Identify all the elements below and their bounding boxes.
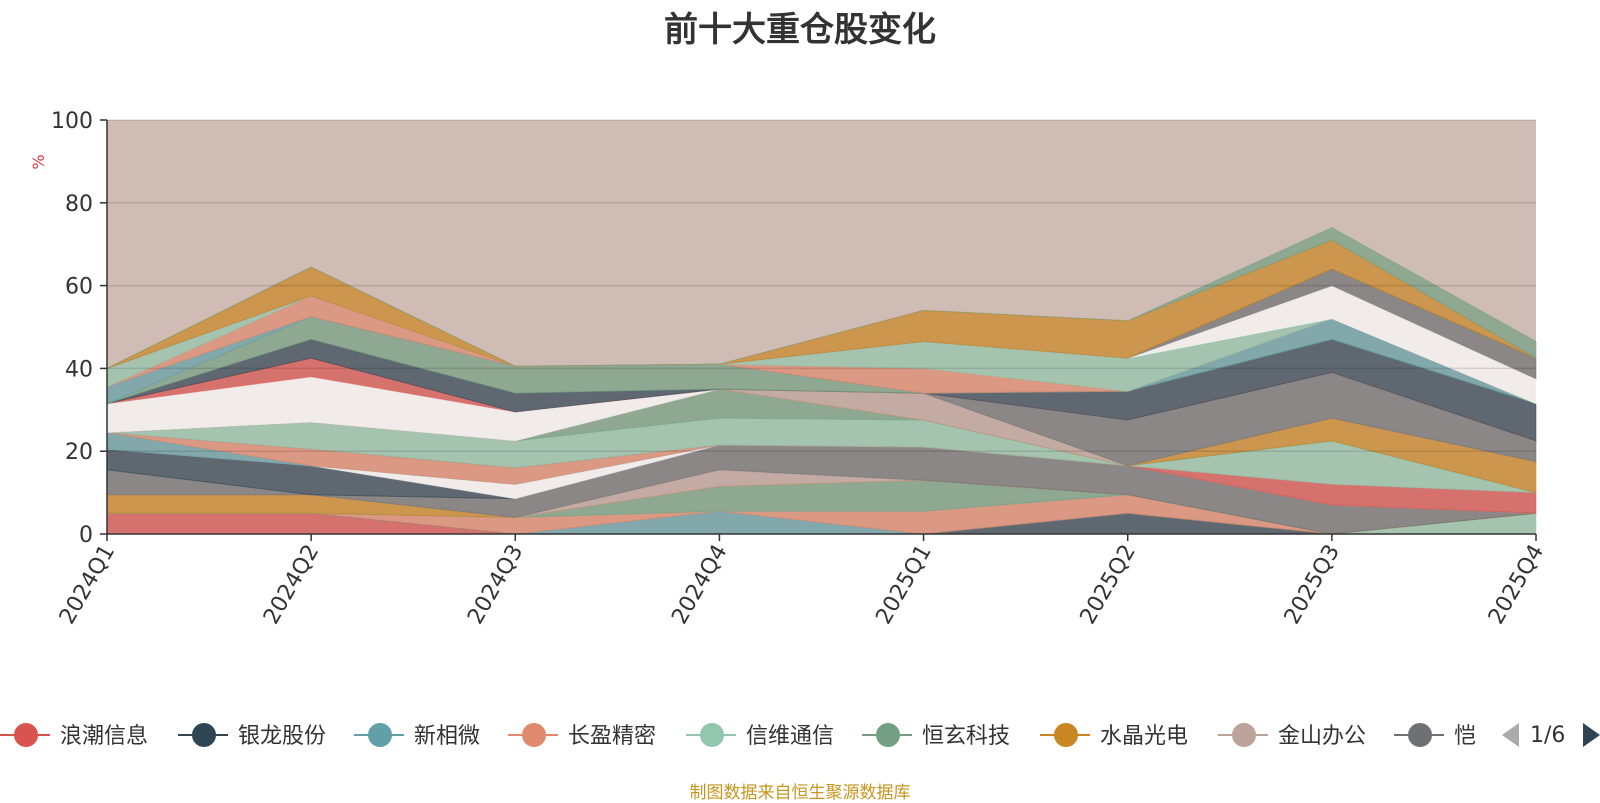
area-series-29 <box>106 227 1537 369</box>
x-tick-label-2: 2024Q3 <box>463 541 528 629</box>
legend-page-indicator: 1/6 <box>1530 723 1565 748</box>
legend-prev-page-icon[interactable] <box>1502 723 1519 747</box>
legend-item-6[interactable]: 水晶光电 <box>1040 723 1188 749</box>
legend-marker-3 <box>522 723 546 747</box>
legend-marker-4 <box>700 723 724 747</box>
y-tick-label-2: 40 <box>65 357 93 382</box>
legend-label-5: 恒玄科技 <box>922 724 1010 749</box>
x-tick-label-1: 2024Q2 <box>259 541 324 629</box>
x-tick-label-3: 2024Q4 <box>667 541 732 629</box>
legend-marker-0 <box>14 723 38 747</box>
legend-item-2[interactable]: 新相微 <box>354 723 480 749</box>
legend-marker-7 <box>1232 723 1256 747</box>
legend-item-7[interactable]: 金山办公 <box>1218 723 1366 749</box>
y-axis-ticks: 0 20 40 60 80 100 <box>51 109 107 548</box>
legend-label-0: 浪潮信息 <box>60 724 148 749</box>
legend-item-8[interactable]: 恺 <box>1394 723 1476 749</box>
legend-item-0[interactable]: 浪潮信息 <box>0 723 148 749</box>
legend-marker-5 <box>876 723 900 747</box>
x-tick-label-4: 2025Q1 <box>871 541 936 629</box>
x-tick-label-5: 2025Q2 <box>1076 541 1141 629</box>
legend-pager: 1/6 <box>1502 723 1600 748</box>
legend-label-4: 信维通信 <box>746 724 834 749</box>
gridlines <box>107 119 1536 452</box>
legend: 浪潮信息 银龙股份 新相微 长盈精密 信维通信 恒玄科技 水晶光电 金山办公 恺 <box>0 723 1476 749</box>
y-axis-label: % <box>29 154 48 169</box>
y-tick-label-0: 0 <box>79 523 93 548</box>
source-note: 制图数据来自恒生聚源数据库 <box>689 783 911 803</box>
legend-item-5[interactable]: 恒玄科技 <box>862 723 1010 749</box>
y-tick-label-3: 60 <box>65 275 93 300</box>
legend-next-page-icon[interactable] <box>1583 723 1600 747</box>
stacked-areas <box>106 227 1537 535</box>
legend-item-1[interactable]: 银龙股份 <box>178 723 326 749</box>
legend-item-3[interactable]: 长盈精密 <box>508 723 656 749</box>
x-tick-label-0: 2024Q1 <box>55 541 120 629</box>
legend-label-1: 银龙股份 <box>238 724 326 749</box>
y-tick-label-5: 100 <box>51 109 93 134</box>
legend-label-8: 恺 <box>1454 724 1476 749</box>
chart-title: 前十大重仓股变化 <box>664 10 936 50</box>
legend-marker-8 <box>1408 723 1432 747</box>
axes <box>106 120 1536 535</box>
legend-label-2: 新相微 <box>414 724 480 749</box>
legend-label-6: 水晶光电 <box>1100 724 1188 749</box>
y-tick-label-4: 80 <box>65 192 93 217</box>
x-tick-label-7: 2025Q4 <box>1484 541 1549 629</box>
x-tick-label-6: 2025Q3 <box>1280 541 1345 629</box>
legend-label-3: 长盈精密 <box>568 724 656 749</box>
legend-marker-1 <box>192 723 216 747</box>
legend-item-4[interactable]: 信维通信 <box>686 723 834 749</box>
y-tick-label-1: 20 <box>65 440 93 465</box>
legend-marker-2 <box>368 723 392 747</box>
legend-marker-6 <box>1054 723 1078 747</box>
x-axis-ticks: 2024Q1 2024Q2 2024Q3 2024Q4 2025Q1 2025Q2 2025… <box>55 534 1549 629</box>
legend-label-7: 金山办公 <box>1278 724 1366 749</box>
